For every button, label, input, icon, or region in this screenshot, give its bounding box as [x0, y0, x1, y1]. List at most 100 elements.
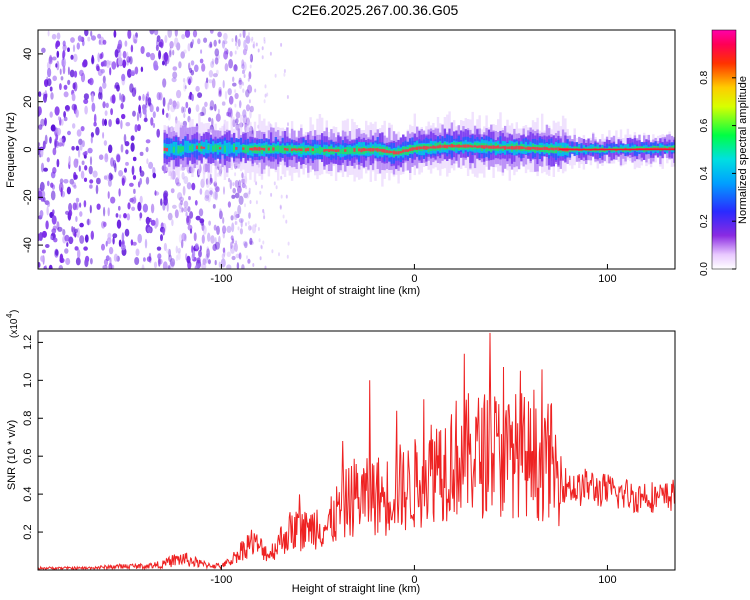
- snr-multiplier-open: (x10: [9, 318, 20, 338]
- spectrogram-noise-cell: [168, 254, 173, 262]
- spectrogram-faint-cell: [255, 42, 258, 47]
- spectrogram-faint-cell: [263, 215, 266, 220]
- spectrogram-noise-cell: [50, 235, 53, 240]
- spectrogram-noise-cell: [118, 239, 122, 247]
- spectrogram-noise-cell: [162, 97, 166, 107]
- spectrogram-noise-cell: [111, 94, 116, 104]
- spectrogram-noise-cell: [62, 44, 67, 52]
- spectrogram-ridge-cell: [557, 147, 560, 151]
- spectrogram-noise-cell: [251, 224, 257, 234]
- spectrogram-faint-cell: [235, 42, 237, 47]
- spectrogram-noise-cell: [209, 30, 214, 34]
- spectrogram-noise-cell: [231, 222, 235, 233]
- spectrogram-noise-cell: [93, 113, 97, 124]
- spectrogram-ridge-cell: [242, 147, 245, 150]
- spectrogram-noise-cell: [156, 35, 161, 43]
- spectrogram-noise-cell: [229, 179, 232, 190]
- spectrogram-ridge-cell: [304, 148, 308, 152]
- spectrogram-noise-cell: [218, 39, 221, 44]
- spectrogram-faint-cell: [245, 185, 248, 190]
- spectrogram-noise-cell: [139, 212, 143, 219]
- spectrogram-noise-cell: [130, 142, 135, 152]
- spectrogram-ridge-cell: [165, 147, 169, 152]
- spectrogram-noise-cell: [91, 35, 96, 41]
- spectrogram-noise-cell: [210, 235, 215, 244]
- spectrogram-noise-cell: [230, 245, 235, 254]
- spectrogram-noise-cell: [213, 39, 217, 47]
- spectrogram-noise-cell: [201, 234, 205, 244]
- spectrogram-noise-cell: [62, 50, 66, 58]
- spectrogram-noise-cell: [221, 253, 225, 260]
- spectrogram-noise-cell: [242, 240, 248, 247]
- spectrogram-noise-cell: [130, 44, 134, 53]
- spectrogram-ridge-cell: [283, 147, 287, 151]
- spectrogram-noise-cell: [101, 221, 106, 229]
- spectrogram-ridge-cell: [527, 146, 530, 150]
- spectrogram-noise-cell: [122, 59, 127, 68]
- spectrogram-noise-cell: [172, 100, 177, 108]
- spectrogram-noise-cell: [88, 77, 94, 86]
- spectrogram-noise-cell: [219, 208, 222, 214]
- spectrogram-noise-cell: [234, 92, 239, 100]
- spectrogram-noise-cell: [91, 93, 94, 103]
- spectrogram-noise-cell: [156, 128, 160, 138]
- spectrogram-noise-cell: [249, 237, 253, 245]
- spectrogram-faint-cell: [235, 221, 238, 225]
- spectrogram-noise-cell: [191, 93, 194, 102]
- spectrogram-noise-cell: [152, 123, 156, 128]
- spectrogram-noise-cell: [245, 35, 251, 44]
- spectrogram-noise-cell: [167, 264, 171, 269]
- spectrogram-ridge-cell: [416, 146, 419, 150]
- spectrogram-faint-cell: [257, 227, 260, 231]
- spectrogram-noise-cell: [46, 157, 50, 163]
- spectrogram-noise-cell: [120, 93, 125, 103]
- spectrogram-noise-cell: [242, 30, 246, 39]
- spectrogram-ridge-cell: [455, 144, 458, 148]
- spectrogram-ridge-cell: [170, 143, 173, 154]
- spectrogram-ridge-cell: [485, 145, 488, 149]
- spectrogram-ridge-cell: [536, 147, 539, 151]
- spectrogram-noise-cell: [49, 111, 53, 118]
- spectrogram-noise-cell: [166, 248, 171, 254]
- spectrogram-noise-cell: [84, 105, 88, 115]
- spectrogram-faint-cell: [247, 77, 250, 82]
- spectrogram-noise-cell: [198, 208, 204, 217]
- spectrogram-noise-cell: [62, 229, 66, 236]
- spectrogram-xtick-label: 100: [598, 273, 616, 285]
- spectrogram-noise-cell: [134, 257, 140, 265]
- spectrogram-noise-cell: [96, 177, 101, 185]
- spectrogram-noise-cell: [131, 165, 135, 176]
- spectrogram-faint-cell: [258, 238, 261, 243]
- spectrogram-noise-cell: [107, 178, 112, 187]
- spectrogram-ridge-cell: [256, 147, 259, 151]
- spectrogram-faint-cell: [252, 44, 255, 48]
- spectrogram-noise-cell: [122, 50, 127, 59]
- spectrogram-faint-cell: [251, 36, 254, 41]
- spectrogram-ridge-cell: [325, 149, 328, 152]
- spectrogram-faint-cell: [254, 223, 257, 228]
- spectrogram-noise-cell: [184, 233, 187, 242]
- spectrogram-noise-cell: [43, 167, 48, 172]
- spectrogram-noise-cell: [95, 184, 99, 195]
- spectrogram-noise-cell: [220, 258, 226, 268]
- spectrogram-ridge-cell: [209, 144, 213, 153]
- spectrogram-noise-cell: [183, 112, 186, 119]
- spectrogram-noise-cell: [244, 241, 248, 249]
- spectrogram-noise-cell: [199, 188, 203, 195]
- snr-series-line: [38, 332, 675, 570]
- spectrogram-noise-cell: [168, 98, 173, 106]
- spectrogram-ridge-cell: [499, 146, 502, 149]
- spectrogram-noise-cell: [162, 108, 165, 116]
- spectrogram-noise-cell: [241, 182, 246, 189]
- spectrogram-ridge-cell: [219, 147, 222, 150]
- spectrogram-ridge-cell: [490, 145, 493, 149]
- spectrogram-noise-cell: [63, 84, 68, 90]
- spectrogram-noise-cell: [50, 124, 56, 132]
- spectrogram-noise-cell: [226, 225, 232, 233]
- spectrogram-ridge-cell: [358, 148, 361, 152]
- spectrogram-noise-cell: [165, 112, 169, 118]
- spectrogram-noise-cell: [85, 255, 90, 263]
- spectrogram-noise-cell: [92, 170, 98, 178]
- spectrogram-noise-cell: [230, 215, 234, 221]
- spectrogram-ridge-cell: [501, 146, 505, 149]
